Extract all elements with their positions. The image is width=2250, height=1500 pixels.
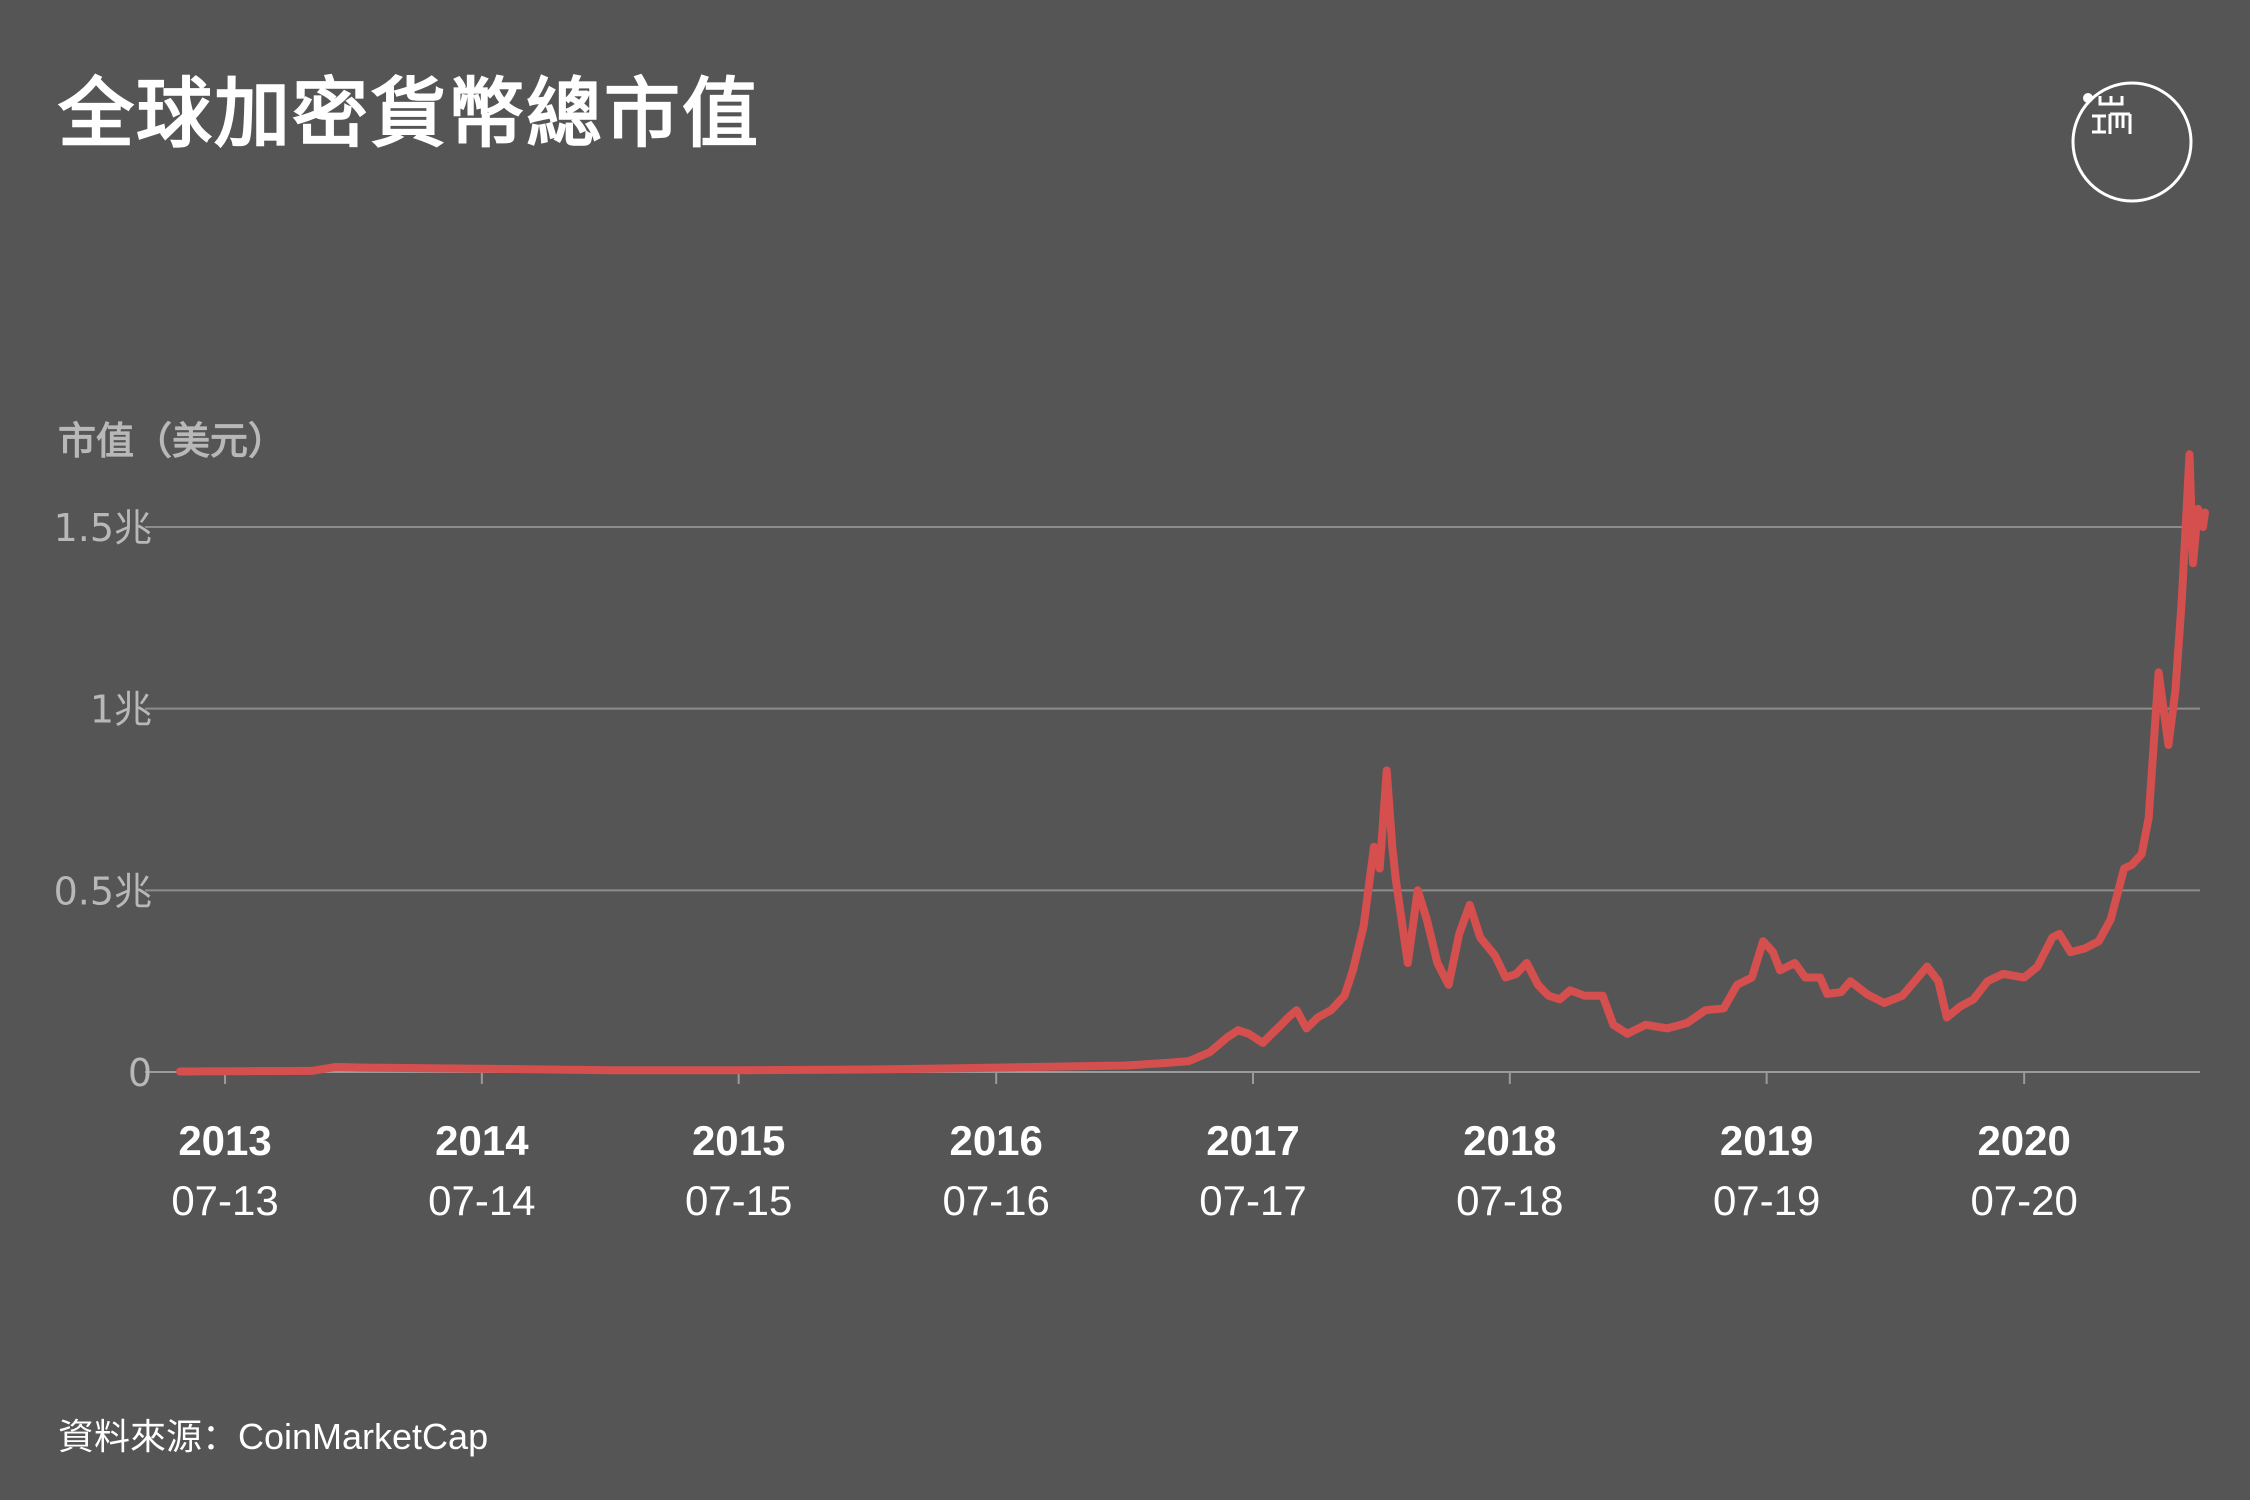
x-tick-label: 07-19 (1713, 1177, 1820, 1224)
x-tick-year: 2018 (1463, 1117, 1556, 1164)
y-tick-label: 1兆 (90, 688, 152, 732)
y-axis-title: 市值（美元） (58, 419, 286, 463)
x-tick-label: 07-13 (171, 1177, 278, 1224)
x-ticks (224, 1072, 2026, 1084)
x-tick-year: 2020 (1977, 1117, 2070, 1164)
x-tick-year: 2013 (178, 1117, 271, 1164)
x-tick-year: 2016 (949, 1117, 1042, 1164)
x-tick-year: 2017 (1206, 1117, 1299, 1164)
x-tick-label: 07-17 (1199, 1177, 1306, 1224)
chart-title: 全球加密貨幣總市值 (58, 69, 760, 158)
x-tick-year: 2019 (1720, 1117, 1813, 1164)
publisher-logo-icon (2071, 81, 2193, 203)
x-tick-label: 07-14 (428, 1177, 535, 1224)
x-tick-year: 2015 (692, 1117, 785, 1164)
y-tick-label: 0 (128, 1051, 152, 1095)
gridlines (145, 526, 2200, 1073)
source-note: 資料來源：CoinMarketCap (58, 1416, 489, 1457)
x-tick-label: 07-16 (942, 1177, 1049, 1224)
x-tick-year: 2014 (435, 1117, 529, 1164)
x-tick-label: 07-20 (1970, 1177, 2077, 1224)
x-tick-labels: 2013 07-13 2014 07-14 2015 07-15 2016 07-16 2017… (171, 1117, 2078, 1224)
y-tick-labels: 0 0.5兆 1兆 1.5兆 (54, 506, 152, 1095)
y-tick-label: 0.5兆 (54, 869, 152, 913)
x-tick-label: 07-18 (1456, 1177, 1563, 1224)
y-tick-label: 1.5兆 (54, 506, 152, 550)
market-cap-line (176, 450, 2209, 1076)
x-tick-label: 07-15 (685, 1177, 792, 1224)
